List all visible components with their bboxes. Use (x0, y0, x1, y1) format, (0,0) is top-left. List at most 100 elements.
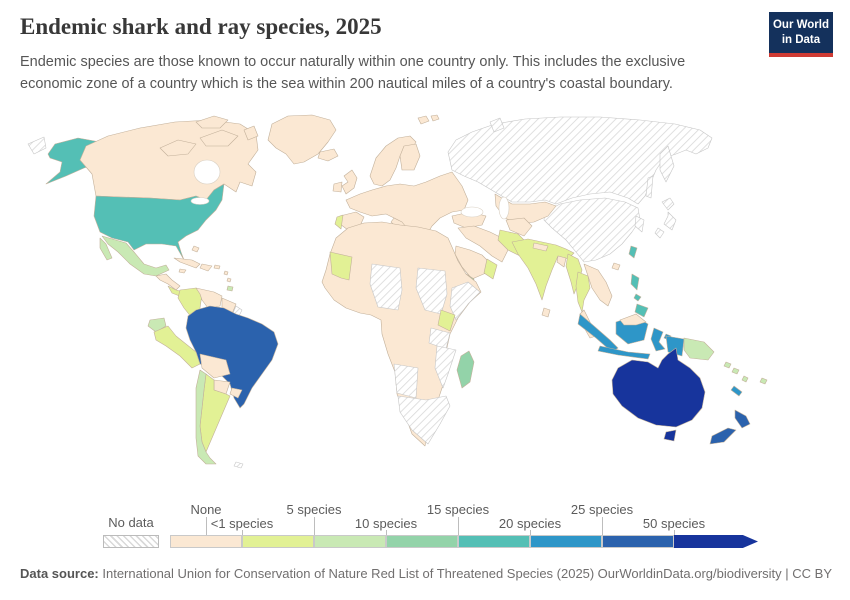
region-iran-iraq[interactable] (457, 225, 509, 263)
region-uruguay[interactable] (229, 387, 243, 399)
region-sri-lanka[interactable] (541, 307, 551, 318)
legend-tick-label-2: 5 species (286, 502, 342, 517)
region-hainan[interactable] (611, 262, 621, 271)
chart-subtitle: Endemic species are those known to occur… (20, 54, 686, 92)
legend-tick-1 (242, 530, 243, 535)
region-madagascar[interactable] (456, 350, 475, 389)
legend-bin-5[interactable] (530, 535, 602, 548)
legend-tick-0 (206, 517, 207, 535)
footer: Data source: International Union for Con… (20, 566, 832, 581)
data-source-text: Data source: International Union for Con… (20, 566, 594, 581)
legend-tick-5 (530, 530, 531, 535)
region-niger-nigeria[interactable] (369, 263, 403, 311)
region-canada[interactable] (79, 119, 259, 201)
region-papua-new-guinea[interactable] (683, 337, 715, 361)
legend-bin-7[interactable] (674, 535, 758, 548)
region-java-indonesia[interactable] (597, 345, 651, 360)
page-title: Endemic shark and ray species, 2025 (20, 14, 382, 39)
region-sumatra-indonesia[interactable] (577, 313, 619, 353)
region-taiwan[interactable] (628, 245, 638, 259)
region-somalia[interactable] (449, 281, 481, 321)
black-sea (460, 206, 484, 218)
legend-tick-3 (386, 530, 387, 535)
region-europe[interactable] (345, 171, 469, 245)
region-novaya-zemlya[interactable] (489, 117, 505, 133)
region-bolivia[interactable] (199, 353, 231, 379)
region-afghanistan[interactable] (505, 217, 533, 237)
region-new-zealand-north[interactable] (734, 409, 751, 429)
region-arctic-islands[interactable] (159, 115, 259, 157)
region-japan[interactable] (654, 197, 677, 239)
region-brazil[interactable] (185, 305, 279, 409)
legend-no-data-label: No data (108, 515, 154, 530)
owid-logo[interactable]: Our World in Data (769, 12, 833, 57)
region-trinidad[interactable] (226, 285, 234, 292)
legend-tick-label-5: 20 species (498, 516, 562, 531)
region-uk-ireland[interactable] (332, 169, 358, 195)
region-peru[interactable] (153, 325, 201, 369)
region-portugal[interactable] (334, 214, 344, 230)
legend-bin-0[interactable] (170, 535, 242, 548)
region-scandinavia[interactable] (369, 135, 421, 187)
region-oman[interactable] (483, 258, 498, 280)
region-mozambique[interactable] (434, 345, 457, 389)
legend-tick-label-6: 25 species (570, 502, 634, 517)
region-greenland[interactable] (267, 114, 337, 165)
region-iceland[interactable] (317, 148, 339, 162)
region-pacific-islands[interactable] (723, 361, 768, 385)
legend-tick-label-7: 50 species (642, 516, 706, 531)
legend-bin-6[interactable] (602, 535, 674, 548)
region-west-papua-indonesia[interactable] (665, 335, 685, 357)
region-kamchatka-sakhalin[interactable] (645, 145, 675, 199)
region-nepal[interactable] (532, 242, 549, 252)
region-kenya[interactable] (437, 309, 456, 332)
world-choropleth-map[interactable] (0, 112, 850, 502)
region-cuba[interactable] (173, 257, 201, 269)
region-svalbard[interactable] (417, 114, 440, 125)
region-united-states[interactable] (93, 183, 225, 261)
legend-tick-4 (458, 517, 459, 535)
legend-bin-2[interactable] (314, 535, 386, 548)
region-mauritania[interactable] (329, 251, 353, 281)
great-lakes (190, 197, 210, 205)
region-new-caledonia[interactable] (730, 385, 743, 397)
legend-tick-label-3: 10 species (354, 516, 418, 531)
region-new-zealand-south[interactable] (709, 427, 737, 445)
region-chile[interactable] (195, 369, 217, 465)
region-tasmania[interactable] (663, 429, 677, 442)
region-falkland-islands[interactable] (233, 461, 244, 469)
caspian-sea (498, 196, 510, 220)
legend-tick-6 (602, 517, 603, 535)
legend-bin-4[interactable] (458, 535, 530, 548)
legend-tick-7 (674, 530, 675, 535)
region-philippines[interactable] (630, 273, 649, 318)
legend-bin-3[interactable] (386, 535, 458, 548)
legend-tick-2 (314, 517, 315, 535)
owid-logo-text: Our World in Data (772, 19, 829, 46)
credit-link[interactable]: OurWorldinData.org/biodiversity | CC BY (597, 566, 832, 581)
region-korea[interactable] (634, 215, 645, 233)
region-china[interactable] (543, 197, 641, 263)
region-south-africa[interactable] (397, 395, 451, 445)
region-caribbean-islands[interactable] (191, 245, 232, 283)
legend-bin-1[interactable] (242, 535, 314, 548)
legend-tick-label-4: 15 species (426, 502, 490, 517)
region-borneo-malaysia[interactable] (619, 313, 647, 326)
region-australia[interactable] (611, 347, 706, 428)
region-mexico[interactable] (99, 235, 170, 277)
region-bangladesh[interactable] (556, 255, 567, 268)
data-source-label: Data source: (20, 566, 99, 581)
data-source-value: International Union for Conservation of … (98, 566, 595, 581)
region-chukotka[interactable] (27, 136, 47, 155)
region-sulawesi-indonesia[interactable] (650, 327, 666, 352)
legend-no-data-swatch[interactable] (103, 535, 159, 548)
region-thailand[interactable] (575, 271, 591, 313)
legend-tick-label-1: <1 species (210, 516, 274, 531)
region-hispaniola[interactable] (178, 263, 213, 274)
region-vietnam-laos-cambodia[interactable] (583, 263, 613, 307)
hudson-bay (193, 159, 221, 185)
region-central-america[interactable] (155, 273, 181, 291)
region-namibia[interactable] (393, 363, 419, 399)
legend-tick-label-0: None (190, 502, 222, 517)
